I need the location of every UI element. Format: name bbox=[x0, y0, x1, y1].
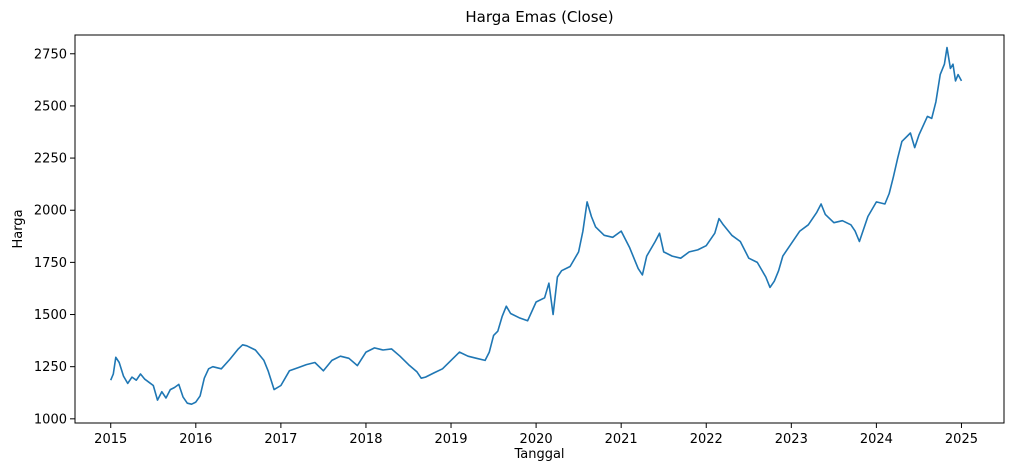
x-tick-label: 2016 bbox=[179, 432, 212, 447]
x-tick-label: 2018 bbox=[349, 432, 382, 447]
x-tick-label: 2020 bbox=[520, 432, 553, 447]
y-axis-label: Harga bbox=[11, 209, 26, 248]
x-tick-label: 2021 bbox=[605, 432, 638, 447]
x-tick-label: 2023 bbox=[775, 432, 808, 447]
y-tick-label: 1000 bbox=[34, 412, 67, 427]
x-tick-label: 2019 bbox=[434, 432, 467, 447]
plot-area-frame bbox=[74, 34, 1005, 424]
x-tick-label: 2024 bbox=[860, 432, 893, 447]
y-tick-label: 2500 bbox=[34, 99, 67, 114]
y-tick-label: 2250 bbox=[34, 152, 67, 167]
y-tick-label: 2750 bbox=[34, 47, 67, 62]
y-tick-label: 1750 bbox=[34, 256, 67, 271]
y-tick-label: 1500 bbox=[34, 308, 67, 323]
y-tick-label: 2000 bbox=[34, 204, 67, 219]
x-axis-ticks: 2015 2016 2017 2018 2019 2020 2021 2022 2023 2024… bbox=[94, 423, 978, 447]
x-tick-label: 2025 bbox=[945, 432, 978, 447]
series-group bbox=[109, 46, 963, 406]
x-tick-label: 2022 bbox=[690, 432, 723, 447]
x-axis-label: Tanggal bbox=[513, 447, 564, 462]
x-tick-label: 2017 bbox=[264, 432, 297, 447]
x-tick-label: 2015 bbox=[94, 432, 127, 447]
y-axis-ticks: 1000 1250 1500 1750 2000 2250 2500 2750 bbox=[34, 47, 75, 427]
series-line bbox=[109, 46, 963, 406]
y-tick-label: 1250 bbox=[34, 360, 67, 375]
chart-title: Harga Emas (Close) bbox=[465, 8, 613, 26]
